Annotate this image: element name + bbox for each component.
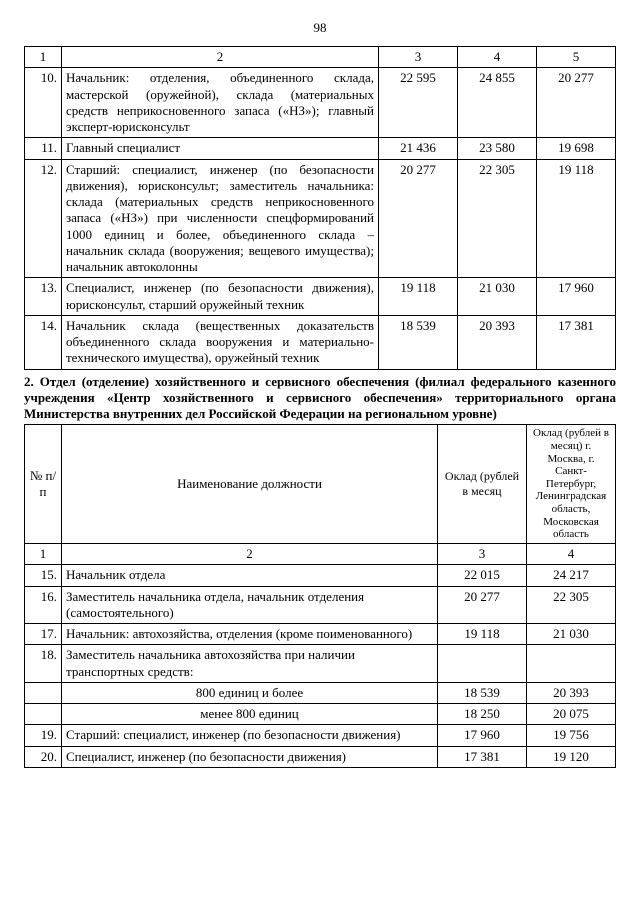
col-header-3: 3 xyxy=(379,47,458,68)
salary-col4: 21 030 xyxy=(458,278,537,316)
row-number: 13. xyxy=(25,278,62,316)
salary-base: 18 539 xyxy=(438,682,527,703)
row-number: 14. xyxy=(25,315,62,369)
t2-head-salary-region: Оклад (рублей в месяц) г. Москва, г. Сан… xyxy=(527,425,616,544)
salary-region xyxy=(527,645,616,683)
position-description: Специалист, инженер (по безопасности дви… xyxy=(62,278,379,316)
col-header-1: 1 xyxy=(25,47,62,68)
t2-numrow-4: 4 xyxy=(527,544,616,565)
col-header-5: 5 xyxy=(537,47,616,68)
t2-head-salary: Оклад (рублей в месяц xyxy=(438,425,527,544)
table-row: 13.Специалист, инженер (по безопасности … xyxy=(25,278,616,316)
t2-numrow-3: 3 xyxy=(438,544,527,565)
salary-col3: 21 436 xyxy=(379,138,458,159)
salary-col5: 19 118 xyxy=(537,159,616,278)
row-number xyxy=(25,704,62,725)
row-number: 11. xyxy=(25,138,62,159)
t2-numrow-2: 2 xyxy=(62,544,438,565)
salary-table-1: 1 2 3 4 5 10.Начальник: отделения, объед… xyxy=(24,46,616,370)
salary-region: 19 120 xyxy=(527,746,616,767)
section-2-title: 2. Отдел (отделение) хозяйственного и се… xyxy=(24,374,616,423)
table-row: 20.Специалист, инженер (по безопасности … xyxy=(25,746,616,767)
salary-table-2: № п/п Наименование должности Оклад (рубл… xyxy=(24,424,616,768)
salary-col5: 17 960 xyxy=(537,278,616,316)
salary-col4: 22 305 xyxy=(458,159,537,278)
table-row: 12.Старший: специалист, инженер (по безо… xyxy=(25,159,616,278)
position-description: Начальник склада (вещественных доказател… xyxy=(62,315,379,369)
salary-base: 19 118 xyxy=(438,624,527,645)
row-number: 10. xyxy=(25,68,62,138)
salary-col3: 20 277 xyxy=(379,159,458,278)
table-row: 16.Заместитель начальника отдела, началь… xyxy=(25,586,616,624)
col-header-2: 2 xyxy=(62,47,379,68)
salary-col5: 17 381 xyxy=(537,315,616,369)
salary-base: 22 015 xyxy=(438,565,527,586)
row-number: 17. xyxy=(25,624,62,645)
t2-head-num: № п/п xyxy=(25,425,62,544)
position-description: Старший: специалист, инженер (по безопас… xyxy=(62,725,438,746)
row-number: 12. xyxy=(25,159,62,278)
row-number: 18. xyxy=(25,645,62,683)
position-description: Начальник отдела xyxy=(62,565,438,586)
table1-header-row: 1 2 3 4 5 xyxy=(25,47,616,68)
salary-col4: 20 393 xyxy=(458,315,537,369)
salary-base: 18 250 xyxy=(438,704,527,725)
table-row: 800 единиц и более18 53920 393 xyxy=(25,682,616,703)
row-number: 15. xyxy=(25,565,62,586)
t2-head-desc: Наименование должности xyxy=(62,425,438,544)
table-row: 10.Начальник: отделения, объединенного с… xyxy=(25,68,616,138)
position-description: Начальник: отделения, объединенного скла… xyxy=(62,68,379,138)
salary-col4: 24 855 xyxy=(458,68,537,138)
table2-num-row: 1 2 3 4 xyxy=(25,544,616,565)
table-row: 18.Заместитель начальника автохозяйства … xyxy=(25,645,616,683)
position-description: Заместитель начальника автохозяйства при… xyxy=(62,645,438,683)
salary-base: 17 960 xyxy=(438,725,527,746)
salary-region: 21 030 xyxy=(527,624,616,645)
row-number: 16. xyxy=(25,586,62,624)
position-description: Старший: специалист, инженер (по безопас… xyxy=(62,159,379,278)
page-number: 98 xyxy=(24,20,616,36)
salary-region: 20 075 xyxy=(527,704,616,725)
position-description: Специалист, инженер (по безопасности дви… xyxy=(62,746,438,767)
salary-col3: 19 118 xyxy=(379,278,458,316)
salary-base: 20 277 xyxy=(438,586,527,624)
position-description: 800 единиц и более xyxy=(62,682,438,703)
position-description: Заместитель начальника отдела, начальник… xyxy=(62,586,438,624)
col-header-4: 4 xyxy=(458,47,537,68)
position-description: Начальник: автохозяйства, отделения (кро… xyxy=(62,624,438,645)
table-row: 14.Начальник склада (вещественных доказа… xyxy=(25,315,616,369)
salary-base: 17 381 xyxy=(438,746,527,767)
salary-region: 22 305 xyxy=(527,586,616,624)
salary-region: 20 393 xyxy=(527,682,616,703)
table-row: 15.Начальник отдела22 01524 217 xyxy=(25,565,616,586)
table-row: менее 800 единиц18 25020 075 xyxy=(25,704,616,725)
table-row: 17.Начальник: автохозяйства, отделения (… xyxy=(25,624,616,645)
table2-header-row: № п/п Наименование должности Оклад (рубл… xyxy=(25,425,616,544)
salary-base xyxy=(438,645,527,683)
salary-region: 19 756 xyxy=(527,725,616,746)
salary-col3: 22 595 xyxy=(379,68,458,138)
table-row: 11.Главный специалист21 43623 58019 698 xyxy=(25,138,616,159)
salary-region: 24 217 xyxy=(527,565,616,586)
salary-col3: 18 539 xyxy=(379,315,458,369)
row-number: 19. xyxy=(25,725,62,746)
position-description: Главный специалист xyxy=(62,138,379,159)
salary-col5: 19 698 xyxy=(537,138,616,159)
salary-col4: 23 580 xyxy=(458,138,537,159)
position-description: менее 800 единиц xyxy=(62,704,438,725)
row-number xyxy=(25,682,62,703)
t2-numrow-1: 1 xyxy=(25,544,62,565)
salary-col5: 20 277 xyxy=(537,68,616,138)
table-row: 19.Старший: специалист, инженер (по безо… xyxy=(25,725,616,746)
row-number: 20. xyxy=(25,746,62,767)
